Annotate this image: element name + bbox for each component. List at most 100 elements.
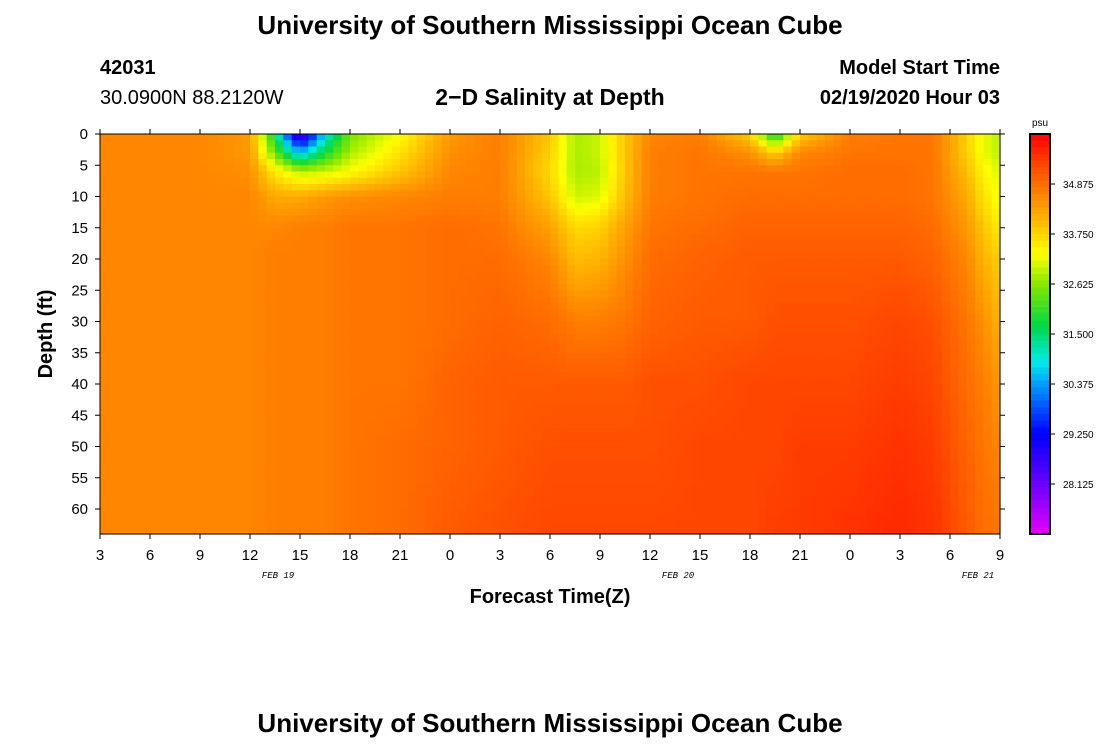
heatmap-cell (600, 165, 609, 173)
heatmap-cell (466, 277, 476, 285)
heatmap-cell (525, 321, 534, 329)
heatmap-cell (333, 240, 343, 248)
heatmap-cell (700, 152, 709, 160)
heatmap-cell (600, 296, 609, 304)
heatmap-cell (658, 227, 668, 235)
heatmap-cell (883, 352, 893, 360)
heatmap-cell (658, 327, 668, 335)
heatmap-cell (400, 352, 409, 360)
heatmap-cell (175, 340, 184, 348)
heatmap-cell (116, 171, 126, 179)
heatmap-cell (950, 365, 959, 373)
heatmap-cell (975, 352, 984, 360)
heatmap-cell (308, 196, 318, 204)
heatmap-cell (683, 284, 693, 291)
heatmap-cell (558, 365, 568, 373)
heatmap-cell (725, 165, 734, 173)
heatmap-cell (183, 240, 193, 248)
heatmap-cell (375, 227, 384, 235)
heatmap-cell (683, 165, 693, 173)
heatmap-cell (125, 290, 134, 298)
heatmap-cell (300, 252, 309, 260)
heatmap-cell (408, 227, 418, 235)
heatmap-cell (466, 240, 476, 248)
heatmap-cell (175, 409, 184, 416)
heatmap-cell (108, 252, 118, 260)
heatmap-cell (116, 159, 126, 166)
heatmap-cell (383, 184, 393, 191)
heatmap-cell (150, 165, 159, 173)
heatmap-cell (950, 259, 959, 266)
heatmap-cell (591, 134, 601, 141)
heatmap-cell (958, 196, 968, 204)
heatmap-cell (366, 321, 376, 329)
heatmap-cell (950, 227, 959, 235)
heatmap-cell (416, 359, 426, 366)
heatmap-cell (341, 196, 351, 204)
heatmap-cell (366, 165, 376, 173)
heatmap-cell (750, 209, 759, 216)
heatmap-cell (416, 390, 426, 398)
heatmap-cell (791, 271, 801, 279)
heatmap-cell (575, 159, 584, 166)
heatmap-cell (400, 365, 409, 373)
heatmap-cell (375, 209, 384, 216)
heatmap-cell (800, 259, 809, 266)
heatmap-cell (941, 184, 951, 191)
heatmap-cell (625, 152, 634, 160)
heatmap-cell (266, 421, 276, 429)
heatmap-cell (175, 240, 184, 248)
heatmap-cell (950, 215, 959, 223)
heatmap-cell (875, 246, 884, 254)
heatmap-cell (833, 290, 843, 298)
heatmap-cell (591, 315, 601, 323)
heatmap-cell (908, 221, 918, 229)
heatmap-cell (283, 409, 293, 416)
heatmap-cell (300, 159, 309, 166)
heatmap-cell (341, 327, 351, 335)
heatmap-cell (866, 352, 876, 360)
heatmap-cell (733, 359, 743, 366)
heatmap-cell (683, 321, 693, 329)
heatmap-cell (175, 171, 184, 179)
heatmap-cell (808, 365, 818, 373)
heatmap-cell (433, 265, 443, 273)
heatmap-cell (508, 284, 518, 291)
heatmap-cell (541, 384, 551, 391)
heatmap-cell (108, 246, 118, 254)
heatmap-cell (841, 209, 851, 216)
heatmap-cell (308, 315, 318, 323)
heatmap-cell (900, 177, 909, 185)
heatmap-cell (383, 371, 393, 379)
heatmap-cell (141, 202, 151, 210)
heatmap-cell (475, 252, 484, 260)
heatmap-cell (625, 409, 634, 416)
heatmap-cell (591, 396, 601, 404)
heatmap-cell (891, 334, 901, 341)
heatmap-cell (550, 146, 559, 154)
heatmap-cell (566, 402, 576, 410)
heatmap-cell (825, 202, 834, 210)
heatmap-cell (300, 290, 309, 298)
heatmap-cell (716, 315, 726, 323)
heatmap-cell (225, 259, 234, 266)
heatmap-cell (975, 415, 984, 423)
heatmap-cell (150, 252, 159, 260)
heatmap-cell (358, 177, 368, 185)
heatmap-cell (558, 146, 568, 154)
heatmap-cell (500, 290, 509, 298)
heatmap-cell (166, 384, 176, 391)
heatmap-cell (508, 277, 518, 285)
heatmap-cell (308, 302, 318, 310)
heatmap-cell (375, 352, 384, 360)
heatmap-cell (283, 334, 293, 341)
heatmap-cell (500, 296, 509, 304)
heatmap-cell (791, 252, 801, 260)
heatmap-cell (975, 396, 984, 404)
heatmap-cell (641, 252, 651, 260)
heatmap-cell (800, 334, 809, 341)
heatmap-cell (641, 177, 651, 185)
heatmap-cell (875, 277, 884, 285)
heatmap-cell (500, 340, 509, 348)
heatmap-cell (875, 396, 884, 404)
